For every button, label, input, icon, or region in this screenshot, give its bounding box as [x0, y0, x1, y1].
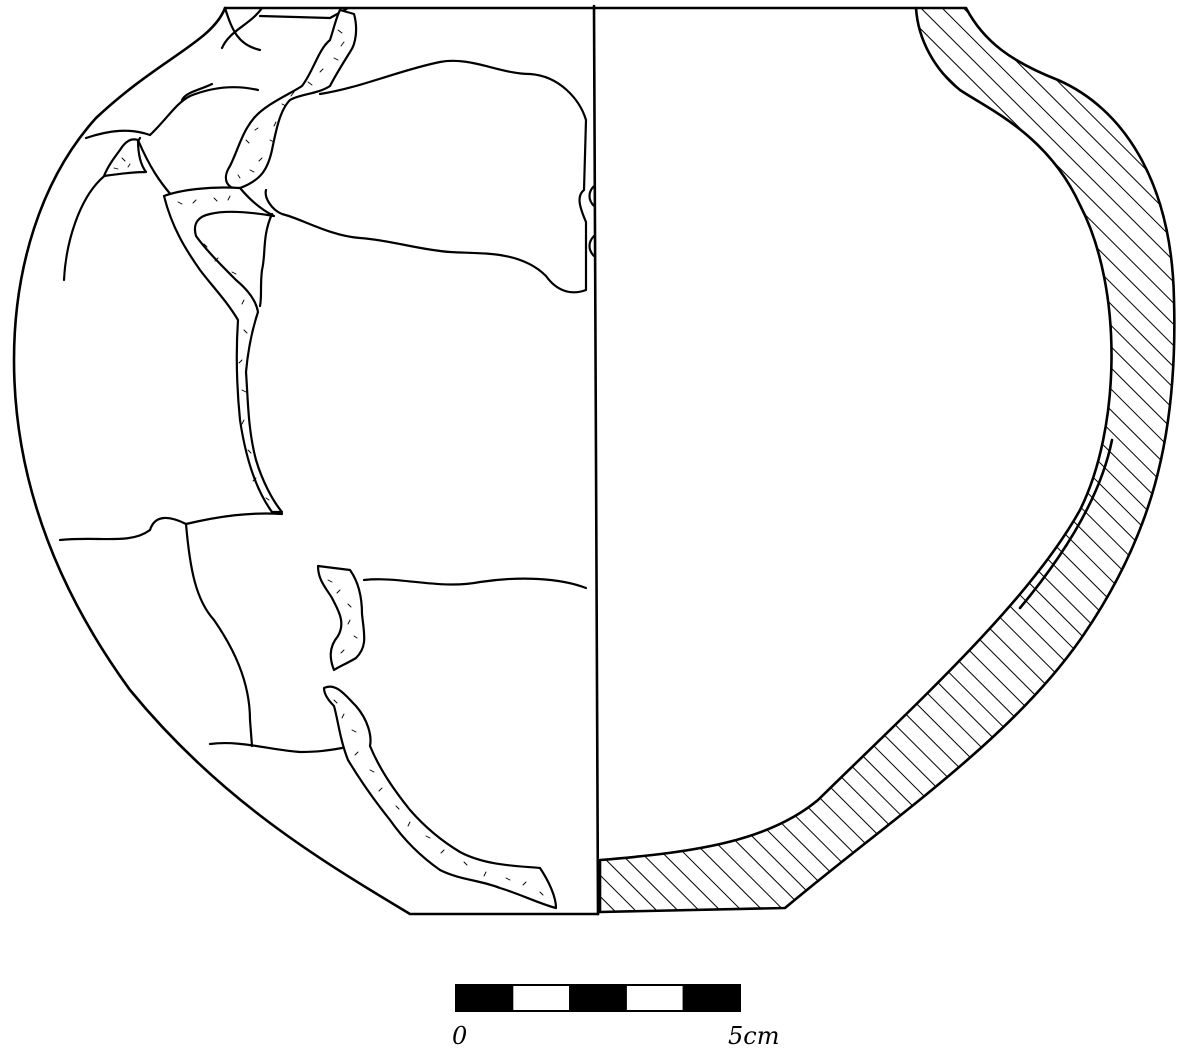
- scale-bar-segment: [512, 984, 571, 1012]
- scale-start-label: 0: [452, 1022, 467, 1050]
- exterior-outline: [12, 6, 600, 916]
- scale-bar-segment: [625, 984, 684, 1012]
- scale-bar-frame: [455, 984, 741, 1012]
- scale-bar-segment: [569, 984, 627, 1012]
- center-axis-line: [592, 4, 600, 916]
- axis-notch: [588, 184, 596, 258]
- fill-speckle-texture: [113, 29, 544, 896]
- restoration-fill-zones: [102, 8, 558, 910]
- scale-bar-segment: [682, 984, 741, 1012]
- scale-bar-segment: [455, 984, 514, 1012]
- wall-section-hatched: [598, 6, 1176, 914]
- inner-wall-line: [1018, 438, 1114, 610]
- scale-bar: [455, 984, 741, 1012]
- scale-end-label: 5cm: [728, 1022, 779, 1050]
- sherd-cracks: [58, 6, 588, 754]
